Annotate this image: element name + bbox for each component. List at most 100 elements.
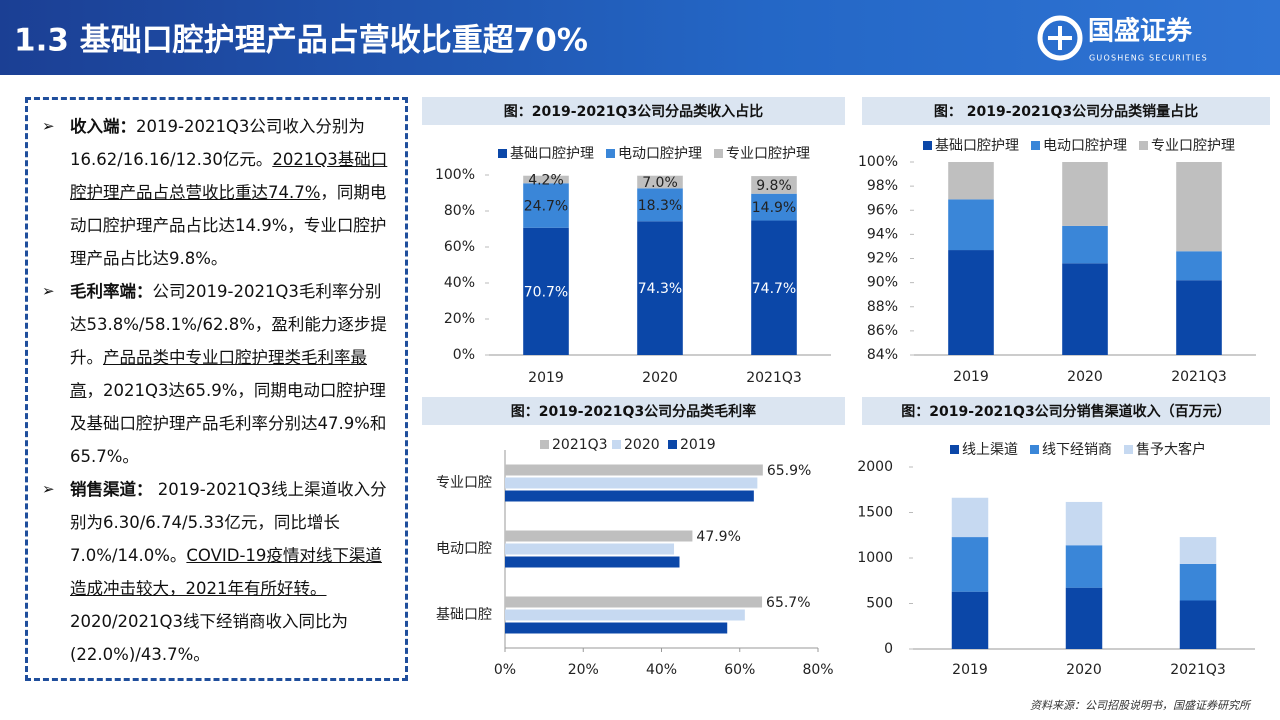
x-tick-label: 20%	[568, 662, 599, 678]
chart-title-band	[862, 97, 1270, 125]
y-tick-label: 94%	[867, 226, 898, 242]
legend-swatch	[606, 149, 615, 158]
logo: 国盛证券 GUOSHENG SECURITIES	[1037, 15, 1208, 63]
bar-segment	[751, 193, 797, 221]
y-tick-label: 96%	[867, 202, 898, 218]
x-tick-label: 2019	[528, 370, 564, 386]
data-label: 18.3%	[638, 198, 682, 214]
bar-segment	[948, 250, 994, 355]
bar-segment	[1179, 563, 1217, 601]
legend-label: 专业口腔护理	[1151, 138, 1235, 154]
legend-label: 电动口腔护理	[618, 146, 702, 162]
x-tick-label: 80%	[802, 662, 833, 678]
bar-segment	[951, 537, 989, 592]
legend-swatch	[1124, 445, 1133, 454]
legend-swatch	[714, 149, 723, 158]
bar-segment	[1176, 251, 1222, 281]
y-tick-label: 1000	[857, 550, 893, 566]
data-label: 4.2%	[528, 173, 564, 189]
bar-segment	[1065, 587, 1103, 649]
bar-segment	[951, 497, 989, 538]
x-tick-label: 2020	[1066, 662, 1102, 678]
x-tick-label: 0%	[494, 662, 516, 678]
y-tick-label: 80%	[444, 203, 475, 219]
y-tick-label: 0	[884, 641, 893, 657]
bar-segment	[1065, 545, 1103, 588]
bullet-text: 产品品类中专业口腔护理类毛利率最高	[70, 348, 367, 400]
y-tick-label: 60%	[444, 239, 475, 255]
bar-segment	[1062, 225, 1108, 264]
data-label: 24.7%	[524, 199, 568, 215]
y-tick-label: 500	[866, 596, 893, 612]
bullet-text: 2021Q3基础口腔护理产品占总营收比重达74.7%	[70, 150, 388, 202]
y-tick-label: 40%	[444, 275, 475, 291]
x-tick-label: 2021Q3	[1171, 369, 1227, 385]
legend-swatch	[540, 440, 549, 449]
y-tick-label: 100%	[435, 167, 475, 183]
legend-swatch	[612, 440, 621, 449]
legend-label: 基础口腔护理	[510, 145, 594, 162]
bar	[505, 596, 763, 608]
legend-label: 售予大客户	[1136, 441, 1206, 458]
data-label: 14.9%	[752, 200, 796, 216]
y-tick-label: 90%	[867, 275, 898, 291]
bullet-item: 收入端：2019-2021Q3公司收入分别为16.62/16.16/12.30亿…	[42, 110, 391, 275]
legend-swatch	[950, 445, 959, 454]
data-label: 70.7%	[524, 284, 568, 300]
logo-subtext: GUOSHENG SECURITIES	[1089, 54, 1208, 63]
legend-label: 2019	[680, 437, 716, 453]
y-tick-label: 2000	[857, 459, 893, 475]
bar-segment	[637, 188, 683, 222]
bullet-text: ，同期电动口腔护理产品占比达14.9%，专业口腔护理产品占比达9.8%。	[70, 183, 387, 268]
bullet-text: ，2021Q3达65.9%，同期电动口腔护理及基础口腔护理产品毛利率分别达47.…	[70, 381, 387, 466]
bullet-item: 销售渠道： 2019-2021Q3线上渠道收入分别为6.30/6.74/5.33…	[42, 473, 391, 671]
bar-segment	[1176, 162, 1222, 252]
logo-text: 国盛证券	[1088, 16, 1193, 47]
chart-title: 图：2019-2021Q3公司分销售渠道收入（百万元）	[901, 403, 1230, 420]
bullet-text: 2020/2021Q3线下经销商收入同比为(22.0%)/43.7%。	[70, 612, 349, 664]
bullet-text: 2019-2021Q3线上渠道收入分别为6.30/6.74/5.33亿元，同比增…	[70, 480, 387, 565]
y-tick-label: 0%	[453, 347, 475, 363]
y-tick-label: 98%	[867, 178, 898, 194]
bullet-lead: 销售渠道：	[70, 480, 153, 499]
legend-swatch	[1030, 445, 1039, 454]
bullet-text: 2019-2021Q3公司收入分别为16.62/16.16/12.30亿元。	[70, 117, 365, 169]
y-tick-label: 86%	[867, 323, 898, 339]
y-tick-label: 88%	[867, 299, 898, 315]
bar-segment	[523, 227, 569, 355]
x-tick-label: 2019	[952, 662, 988, 678]
bar-segment	[1062, 263, 1108, 355]
data-label: 74.7%	[752, 281, 796, 297]
x-tick-label: 2020	[642, 370, 678, 386]
text-box: 收入端：2019-2021Q3公司收入分别为16.62/16.16/12.30亿…	[25, 97, 408, 681]
bar-segment	[948, 199, 994, 251]
chart-title: 图：2019-2021Q3公司分品类毛利率	[511, 403, 756, 420]
data-label: 74.3%	[638, 281, 682, 297]
bar	[505, 464, 763, 476]
legend-label: 2021Q3	[552, 437, 608, 453]
bar	[505, 490, 754, 502]
x-tick-label: 2020	[1067, 369, 1103, 385]
bar	[505, 609, 745, 621]
y-tick-label: 电动口腔	[436, 541, 492, 557]
chart-title-band	[422, 397, 845, 425]
y-tick-label: 基础口腔	[436, 606, 492, 623]
x-tick-label: 2019	[953, 369, 989, 385]
x-tick-label: 60%	[724, 662, 755, 678]
x-tick-label: 40%	[646, 662, 677, 678]
chart-title-band	[862, 397, 1270, 425]
legend-label: 线上渠道	[962, 442, 1018, 458]
bar	[505, 530, 693, 542]
legend-label: 电动口腔护理	[1043, 138, 1127, 154]
bar-segment	[1179, 600, 1217, 649]
bar-segment	[523, 183, 569, 228]
bar	[505, 477, 758, 489]
bullet-item: 毛利率端：公司2019-2021Q3毛利率分别达53.8%/58.1%/62.8…	[42, 275, 391, 473]
x-tick-label: 2021Q3	[1170, 662, 1226, 678]
data-label: 9.8%	[756, 178, 792, 194]
bullet-lead: 毛利率端：	[70, 282, 153, 301]
logo-icon-inner	[1048, 26, 1072, 50]
y-tick-label: 84%	[867, 347, 898, 363]
